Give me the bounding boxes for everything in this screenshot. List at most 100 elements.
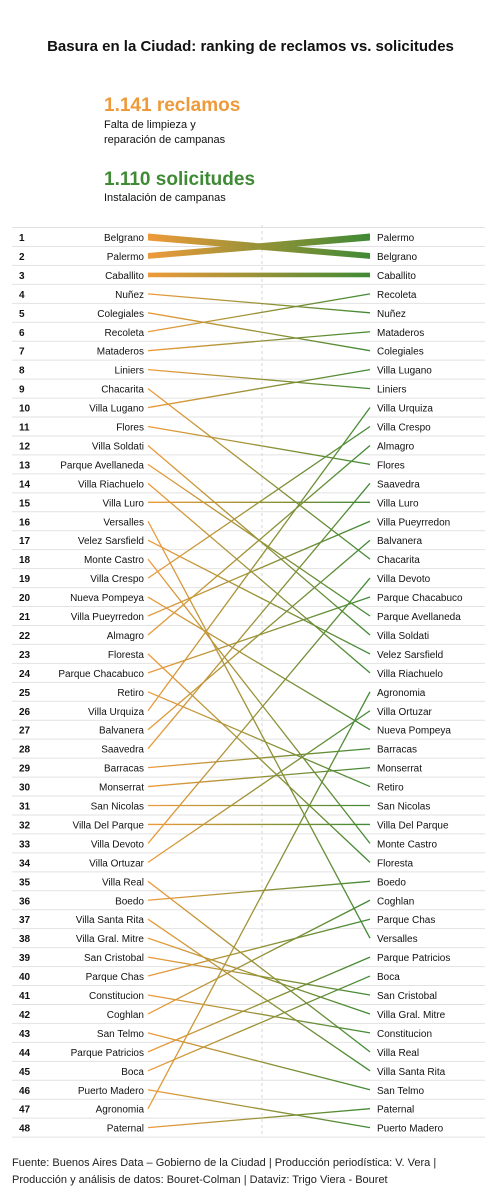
rank-label: 24 [19, 669, 31, 680]
right-label: Monte Castro [377, 839, 437, 850]
rank-label: 18 [19, 555, 31, 566]
left-label: Parque Chas [86, 972, 144, 983]
slope-line-agronomia [147, 691, 371, 1110]
rank-label: 30 [19, 783, 31, 794]
right-label: Floresta [377, 858, 414, 869]
rank-label: 9 [19, 385, 25, 396]
right-label: Colegiales [377, 347, 424, 358]
slope-line-palermo [148, 233, 370, 259]
rank-label: 34 [19, 858, 31, 869]
left-label: Villa Lugano [89, 404, 144, 415]
right-label: Parque Chas [377, 915, 435, 926]
left-label: Almagro [107, 631, 145, 642]
left-label: Mataderos [97, 347, 144, 358]
left-label: Monserrat [99, 783, 144, 794]
left-label: Paternal [107, 1124, 144, 1135]
rank-label: 27 [19, 726, 31, 737]
slope-line-villa-santa-rita [147, 918, 371, 1072]
left-label: Chacarita [101, 385, 144, 396]
right-label: Balvanera [377, 536, 422, 547]
slope-line-villa-ortuzar [147, 710, 371, 863]
slope-line-monserrat [147, 766, 371, 788]
right-label: San Cristobal [377, 991, 437, 1002]
left-label: Flores [116, 423, 144, 434]
left-label: Parque Avellaneda [60, 460, 144, 471]
left-label: Barracas [104, 764, 144, 775]
slope-line-recoleta [147, 293, 371, 333]
rank-label: 15 [19, 498, 31, 509]
left-label: Villa Devoto [91, 839, 145, 850]
left-label: Constitucion [89, 991, 144, 1002]
slope-line-san-telmo [147, 1032, 371, 1091]
right-label: Caballito [377, 271, 416, 282]
rank-label: 17 [19, 536, 31, 547]
rank-label: 43 [19, 1029, 31, 1040]
slope-line-villa-urquiza [147, 407, 371, 712]
right-label: Nueva Pompeya [377, 726, 451, 737]
rank-label: 8 [19, 366, 25, 377]
legend-reclamos-desc-2: reparación de campanas [104, 134, 226, 146]
right-label: Retiro [377, 783, 404, 794]
rank-label: 12 [19, 441, 31, 452]
left-label: San Cristobal [84, 953, 144, 964]
rank-label: 16 [19, 517, 31, 528]
slope-line-balvanera [147, 539, 371, 731]
right-label: San Telmo [377, 1086, 425, 1097]
right-label: Constitucion [377, 1029, 432, 1040]
chart-title: Basura en la Ciudad: ranking de reclamos… [47, 38, 454, 55]
left-label: Belgrano [104, 233, 144, 244]
slope-line-chacarita [147, 388, 371, 560]
slope-line-boedo [147, 880, 371, 901]
right-label: Paternal [377, 1105, 414, 1116]
slope-line-monte-castro [147, 558, 371, 844]
right-label: Villa Devoto [377, 574, 431, 585]
right-label: Puerto Madero [377, 1124, 444, 1135]
right-label: Villa Soldati [377, 631, 429, 642]
left-label: Villa Riachuelo [78, 479, 144, 490]
left-label: Boedo [115, 896, 144, 907]
slope-line-villa-real [147, 880, 371, 1053]
right-label: Palermo [377, 233, 415, 244]
rank-label: 13 [19, 460, 31, 471]
left-label: Nuñez [115, 290, 144, 301]
rank-label: 2 [19, 252, 25, 263]
slope-line-villa-crespo [147, 425, 371, 579]
left-label: Coghlan [107, 1010, 144, 1021]
right-label: San Nicolas [377, 802, 430, 813]
right-label: Saavedra [377, 479, 420, 490]
left-label: Agronomia [96, 1105, 145, 1116]
rank-label: 37 [19, 915, 31, 926]
right-label: Parque Avellaneda [377, 612, 461, 623]
slope-line-velez-sarsfield [147, 539, 371, 655]
left-label: Boca [121, 1067, 144, 1078]
slope-line-san-cristobal [147, 956, 371, 996]
left-label: Villa Real [102, 877, 144, 888]
slope-line-saavedra [147, 482, 371, 750]
slope-line-villa-pueyrredon [147, 520, 371, 617]
right-label: Parque Chacabuco [377, 593, 463, 604]
rank-label: 33 [19, 839, 31, 850]
right-label: Belgrano [377, 252, 417, 263]
left-label: Villa Pueyrredon [71, 612, 144, 623]
slope-line-boca [147, 975, 371, 1072]
rank-label: 41 [19, 991, 31, 1002]
rank-label: 26 [19, 707, 31, 718]
rank-label: 21 [19, 612, 31, 623]
slope-line-villa-riachuelo [147, 482, 371, 674]
left-label: Puerto Madero [78, 1086, 145, 1097]
left-label: San Nicolas [91, 802, 144, 813]
slope-line-parque-chas [147, 918, 371, 977]
rank-label: 1 [19, 233, 25, 244]
left-label: Liniers [115, 366, 144, 377]
right-label: Villa Ortuzar [377, 707, 433, 718]
rank-label: 35 [19, 877, 31, 888]
right-label: Boca [377, 972, 400, 983]
right-label: Villa Santa Rita [377, 1067, 446, 1078]
rank-label: 20 [19, 593, 31, 604]
rank-label: 10 [19, 404, 31, 415]
right-label: Villa Del Parque [377, 820, 449, 831]
rank-label: 32 [19, 820, 31, 831]
left-label: Monte Castro [84, 555, 144, 566]
rank-label: 28 [19, 745, 31, 756]
